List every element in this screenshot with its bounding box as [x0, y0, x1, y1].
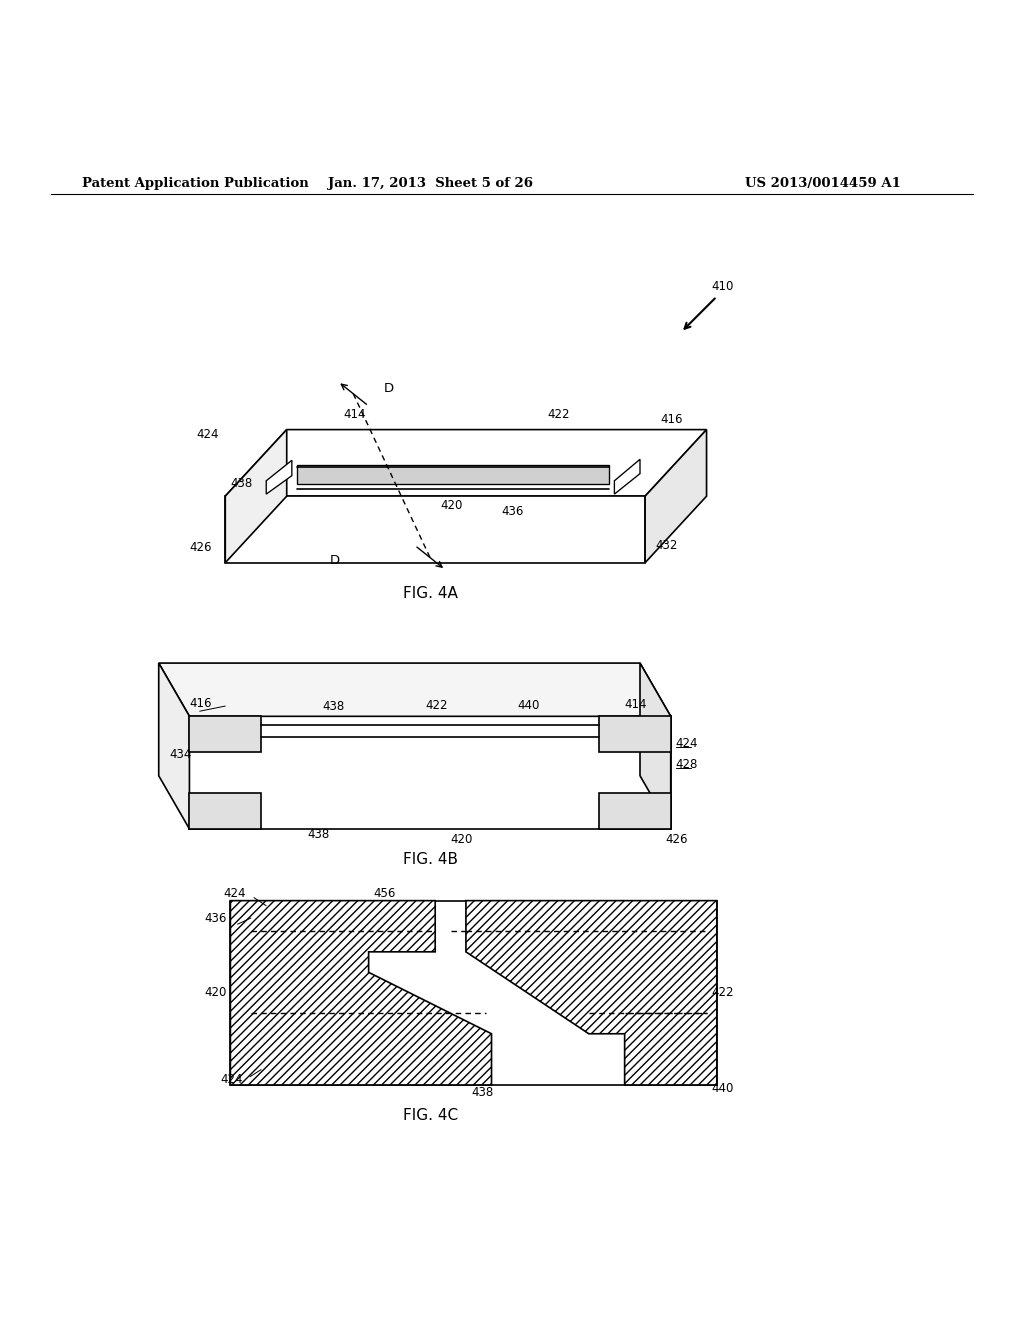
Text: 416: 416	[189, 697, 212, 710]
Text: 436: 436	[502, 506, 524, 517]
Polygon shape	[614, 459, 640, 494]
Text: 410: 410	[712, 280, 734, 293]
Text: 440: 440	[712, 1081, 734, 1094]
Text: 422: 422	[425, 698, 447, 711]
Text: 438: 438	[307, 828, 330, 841]
Polygon shape	[640, 663, 671, 829]
Text: FIG. 4A: FIG. 4A	[402, 586, 458, 601]
Text: 432: 432	[655, 539, 678, 552]
Polygon shape	[466, 900, 717, 1085]
Polygon shape	[189, 793, 261, 829]
Polygon shape	[189, 717, 671, 829]
Text: 422: 422	[712, 986, 734, 999]
Polygon shape	[225, 496, 645, 562]
Text: 424: 424	[223, 887, 246, 900]
Text: US 2013/0014459 A1: US 2013/0014459 A1	[745, 177, 901, 190]
Polygon shape	[159, 663, 189, 829]
Text: 424: 424	[676, 738, 698, 751]
Text: 456: 456	[374, 887, 396, 900]
Text: 424: 424	[220, 1073, 243, 1086]
Text: 426: 426	[189, 541, 212, 554]
Polygon shape	[297, 466, 609, 484]
Text: D: D	[330, 554, 340, 568]
Text: 440: 440	[517, 698, 540, 711]
Text: 414: 414	[625, 697, 647, 710]
Text: 428: 428	[676, 758, 698, 771]
Text: 420: 420	[451, 833, 473, 846]
Text: 416: 416	[660, 413, 683, 426]
Text: 438: 438	[323, 700, 345, 713]
Text: 424: 424	[197, 428, 219, 441]
Text: 436: 436	[205, 912, 227, 924]
Polygon shape	[266, 461, 292, 494]
Polygon shape	[159, 663, 671, 717]
Text: 426: 426	[666, 833, 688, 846]
Text: FIG. 4B: FIG. 4B	[402, 853, 458, 867]
Polygon shape	[189, 717, 261, 752]
Polygon shape	[225, 429, 707, 496]
Text: 438: 438	[471, 1085, 494, 1098]
Polygon shape	[599, 717, 671, 752]
Text: Patent Application Publication: Patent Application Publication	[82, 177, 308, 190]
Polygon shape	[230, 900, 492, 1085]
Polygon shape	[230, 900, 717, 1085]
Text: Jan. 17, 2013  Sheet 5 of 26: Jan. 17, 2013 Sheet 5 of 26	[328, 177, 532, 190]
Polygon shape	[645, 429, 707, 562]
Text: D: D	[384, 383, 394, 395]
Text: 414: 414	[343, 408, 366, 421]
Text: 420: 420	[205, 986, 227, 999]
Polygon shape	[225, 429, 287, 562]
Polygon shape	[599, 793, 671, 829]
Text: 422: 422	[548, 408, 570, 421]
Text: 438: 438	[230, 478, 253, 490]
Text: FIG. 4C: FIG. 4C	[402, 1109, 458, 1123]
Text: 420: 420	[440, 499, 463, 512]
Text: 434: 434	[169, 747, 191, 760]
